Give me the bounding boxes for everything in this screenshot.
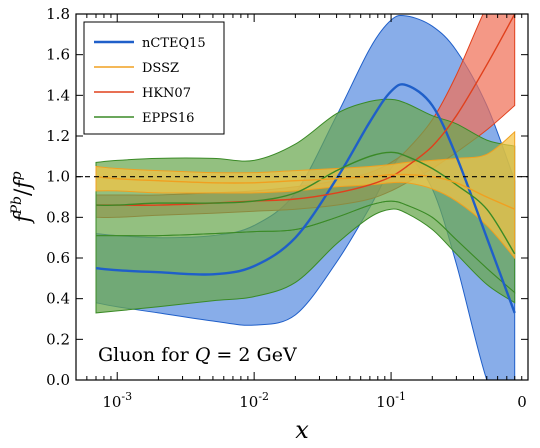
x-tick-label: 10-2 [239,390,269,411]
x-tick-label-extra: 0 [517,393,527,411]
legend-box [83,21,225,135]
annotation: Gluon for Q = 2 GeV [98,344,297,366]
y-tick-label: 1.6 [46,46,70,64]
hkn07-central-line [96,14,516,206]
y-label-slash: / [11,188,36,196]
y-axis-ticks: 0.0 0.2 0.4 0.6 0.8 1.0 1.2 1.4 1.6 1.8 [46,5,528,389]
annotation-prefix: Gluon for [98,344,195,366]
y-tick-label: 0.0 [46,371,70,389]
y-tick-label: 1.8 [46,5,70,23]
legend-label-epps16: EPPS16 [142,111,194,126]
y-tick-label: 0.2 [46,330,70,348]
y-tick-label: 1.4 [46,86,70,104]
annotation-var: Q [195,344,211,366]
epps16-central-line [95,151,516,255]
epps16-band [95,98,516,294]
annotation-suffix: = 2 GeV [210,344,297,366]
dssz-central-line [95,173,515,210]
legend-label-dssz: DSSZ [142,61,179,76]
legend: nCTEQ15 DSSZ HKN07 EPPS16 [83,21,225,135]
y-tick-label: 0.8 [46,208,70,226]
lines-layer [95,14,516,314]
plot-frame [75,13,529,381]
legend-label-ncteq15: nCTEQ15 [142,36,206,51]
y-tick-label: 0.6 [46,249,70,267]
x-tick-label: 10-3 [102,390,132,411]
y-label-sup1: Pb [9,196,25,215]
x-axis-label: x [295,416,309,444]
ncteq15-central-line [95,83,516,314]
y-tick-label: 1.2 [46,127,70,145]
y-tick-label: 0.4 [46,290,70,308]
legend-label-hkn07: HKN07 [142,86,191,101]
y-axis-label: fPb/fp [9,171,36,224]
x-tick-label: 10-1 [376,390,406,411]
y-label-sup2: p [9,171,25,180]
y-tick-label: 1.0 [46,168,70,186]
x-axis-ticks: 10-3 10-2 10-1 0 [75,14,529,411]
